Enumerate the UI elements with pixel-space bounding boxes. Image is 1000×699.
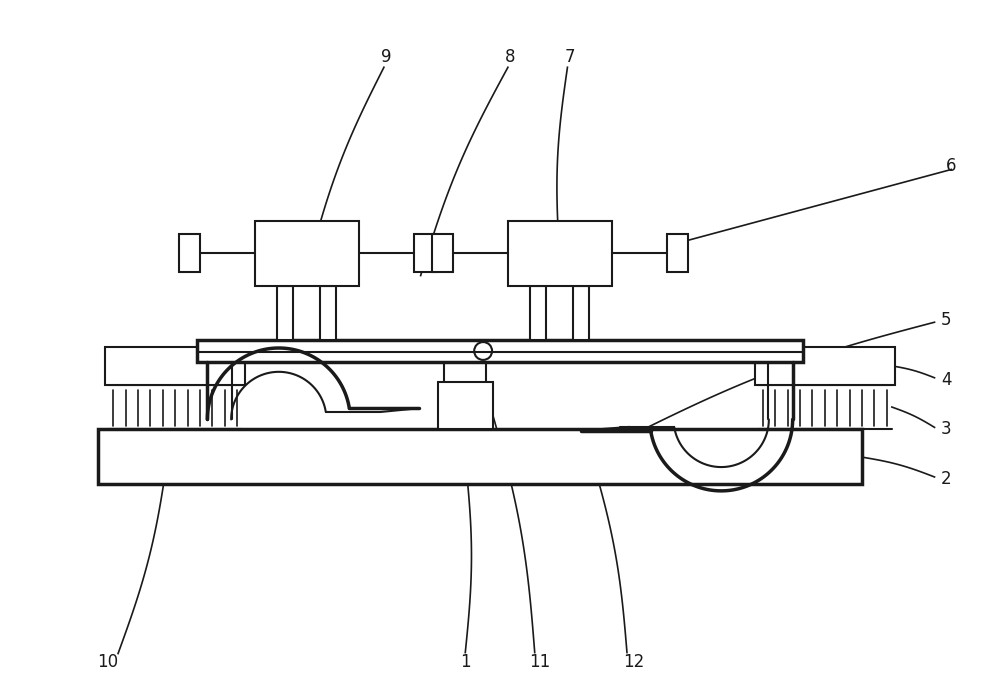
Bar: [530, 285, 546, 340]
Bar: [432, 234, 453, 272]
Text: 7: 7: [564, 48, 575, 66]
Text: 1: 1: [460, 654, 471, 672]
Bar: [438, 382, 493, 429]
Bar: [414, 234, 436, 272]
Bar: [573, 285, 589, 340]
Bar: [277, 285, 293, 340]
Text: 4: 4: [941, 370, 952, 389]
Text: 8: 8: [505, 48, 515, 66]
Bar: [444, 345, 486, 429]
Text: 9: 9: [381, 48, 391, 66]
Bar: [320, 285, 336, 340]
Bar: [179, 234, 200, 272]
Bar: [105, 347, 245, 384]
Text: 2: 2: [941, 470, 952, 488]
Text: 11: 11: [529, 654, 550, 672]
Bar: [508, 221, 612, 285]
Text: 3: 3: [941, 420, 952, 438]
Bar: [98, 429, 862, 484]
Bar: [755, 347, 895, 384]
Bar: [255, 221, 359, 285]
Text: 10: 10: [98, 654, 119, 672]
Bar: [197, 340, 803, 362]
Text: 5: 5: [941, 311, 952, 329]
Bar: [667, 234, 688, 272]
Text: 12: 12: [623, 654, 645, 672]
Text: 6: 6: [946, 157, 957, 175]
